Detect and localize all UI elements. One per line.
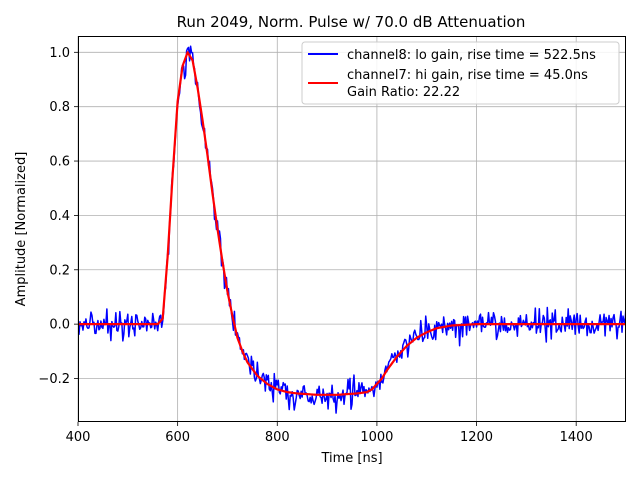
x-tick-label: 1400 — [560, 430, 593, 445]
series-layer — [78, 45, 626, 414]
y-tick-label: 0.2 — [49, 263, 70, 278]
plot-area — [78, 45, 626, 414]
y-tick-label: 0.8 — [49, 100, 70, 115]
x-tick-label: 400 — [66, 430, 91, 445]
y-tick-label: 0.6 — [49, 155, 70, 170]
y-tick-label: −0.2 — [38, 372, 70, 387]
y-tick-label: 0.4 — [49, 209, 70, 224]
legend-label-lo-gain: channel8: lo gain, rise time = 522.5ns — [347, 48, 596, 63]
ticks: 400 600 800 1000 1200 1400 −0.2 0.0 0.2 0.4 0.6 0.8… — [38, 46, 592, 445]
y-tick-label: 1.0 — [49, 46, 70, 61]
x-tick-label: 1200 — [460, 430, 493, 445]
y-tick-label: 0.0 — [49, 318, 70, 333]
y-axis-label: Amplitude [Normalized] — [14, 152, 29, 307]
x-tick-label: 1000 — [360, 430, 393, 445]
legend: channel8: lo gain, rise time = 522.5ns c… — [301, 41, 620, 105]
legend-gain-ratio: Gain Ratio: 22.22 — [347, 85, 460, 100]
x-tick-label: 600 — [165, 430, 190, 445]
legend-box — [301, 41, 620, 105]
series-line-hi-gain — [78, 51, 626, 396]
x-tick-label: 800 — [265, 430, 290, 445]
x-axis-label: Time [ns] — [320, 451, 382, 466]
grid — [77, 36, 626, 422]
legend-label-hi-gain: channel7: hi gain, rise time = 45.0ns — [347, 68, 588, 83]
chart-title: Run 2049, Norm. Pulse w/ 70.0 dB Attenua… — [177, 13, 526, 31]
plot-frame — [78, 36, 626, 422]
